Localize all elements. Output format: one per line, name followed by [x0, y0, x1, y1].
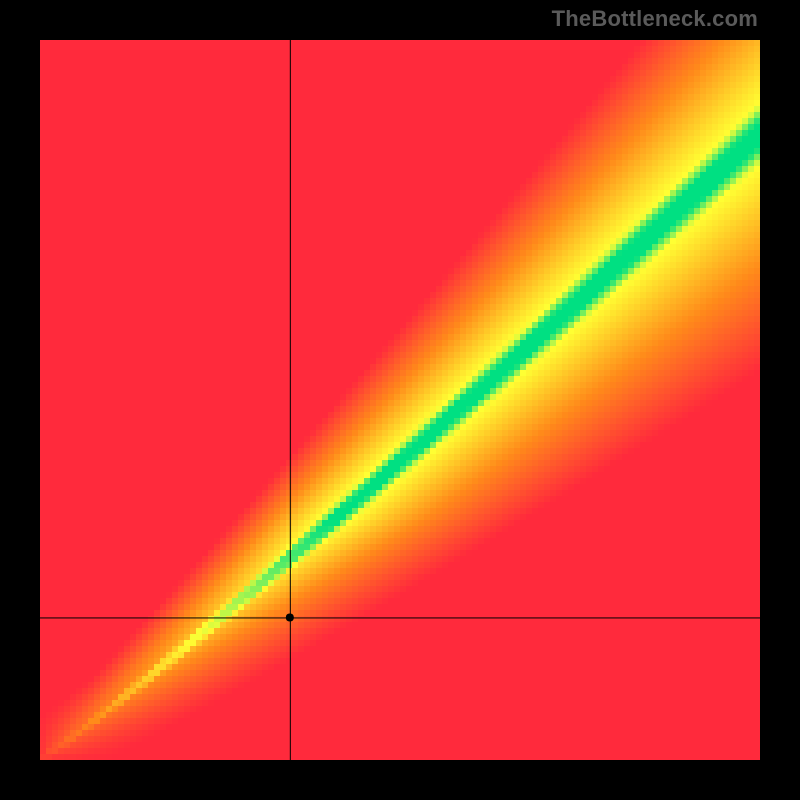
heatmap-plot: [40, 40, 760, 760]
watermark-text: TheBottleneck.com: [552, 6, 758, 32]
chart-frame: TheBottleneck.com: [0, 0, 800, 800]
heatmap-canvas: [40, 40, 760, 760]
